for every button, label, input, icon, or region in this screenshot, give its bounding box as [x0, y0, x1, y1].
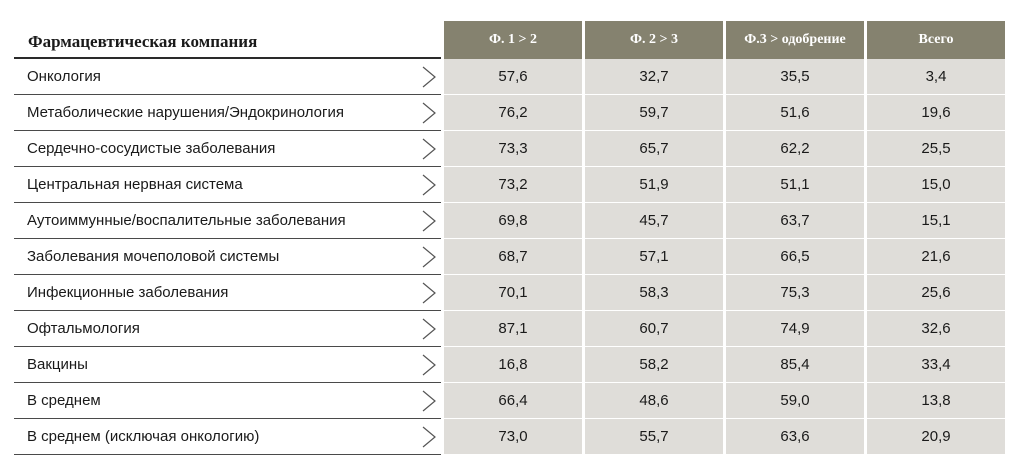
cell-total: 25,6 — [867, 275, 1005, 311]
row-label: В среднем (исключая онкологию) — [27, 428, 260, 445]
chevron-right-icon[interactable] — [421, 282, 437, 304]
cell-phase-3-approval: 66,5 — [726, 239, 864, 275]
row-label-cell: Онкология — [14, 59, 441, 95]
cell-phase-1-2: 87,1 — [444, 311, 582, 347]
cell-phase-1-2: 57,6 — [444, 59, 582, 95]
table-title: Фармацевтическая компания — [14, 21, 441, 59]
cell-phase-2-3: 58,3 — [585, 275, 723, 311]
row-label: Онкология — [27, 68, 101, 85]
cell-phase-1-2: 73,0 — [444, 419, 582, 455]
table-header-row: Фармацевтическая компания Ф. 1 > 2 Ф. 2 … — [14, 21, 1008, 59]
chevron-right-icon[interactable] — [421, 174, 437, 196]
row-label: Заболевания мочеполовой системы — [27, 248, 280, 265]
cell-phase-2-3: 60,7 — [585, 311, 723, 347]
row-label: Сердечно-сосудистые заболевания — [27, 140, 276, 157]
cell-phase-3-approval: 74,9 — [726, 311, 864, 347]
table-row[interactable]: Центральная нервная система 73,2 51,9 51,1 1… — [14, 167, 1008, 203]
row-label-cell: Центральная нервная система — [14, 167, 441, 203]
cell-phase-2-3: 32,7 — [585, 59, 723, 95]
cell-phase-3-approval: 51,1 — [726, 167, 864, 203]
cell-phase-2-3: 48,6 — [585, 383, 723, 419]
row-label: Офтальмология — [27, 320, 140, 337]
row-label: Инфекционные заболевания — [27, 284, 229, 301]
cell-phase-1-2: 69,8 — [444, 203, 582, 239]
cell-total: 33,4 — [867, 347, 1005, 383]
cell-phase-3-approval: 51,6 — [726, 95, 864, 131]
cell-total: 19,6 — [867, 95, 1005, 131]
row-label: В среднем — [27, 392, 101, 409]
column-header-phase-3-approval: Ф.3 > одобрение — [726, 21, 864, 59]
cell-total: 3,4 — [867, 59, 1005, 95]
chevron-right-icon[interactable] — [421, 354, 437, 376]
cell-phase-2-3: 51,9 — [585, 167, 723, 203]
row-label-cell: Офтальмология — [14, 311, 441, 347]
cell-phase-3-approval: 63,7 — [726, 203, 864, 239]
column-header-total: Всего — [867, 21, 1005, 59]
cell-phase-2-3: 58,2 — [585, 347, 723, 383]
row-label-cell: Метаболические нарушения/Эндокринология — [14, 95, 441, 131]
cell-total: 15,0 — [867, 167, 1005, 203]
table-row[interactable]: Вакцины 16,8 58,2 85,4 33,4 — [14, 347, 1008, 383]
chevron-right-icon[interactable] — [421, 102, 437, 124]
table-row[interactable]: Заболевания мочеполовой системы 68,7 57,1 6… — [14, 239, 1008, 275]
cell-phase-1-2: 73,3 — [444, 131, 582, 167]
table-row[interactable]: Инфекционные заболевания 70,1 58,3 75,3 25,6 — [14, 275, 1008, 311]
chevron-right-icon[interactable] — [421, 390, 437, 412]
cell-phase-2-3: 45,7 — [585, 203, 723, 239]
table-row[interactable]: Сердечно-сосудистые заболевания 73,3 65,7 6… — [14, 131, 1008, 167]
table-row[interactable]: Офтальмология 87,1 60,7 74,9 32,6 — [14, 311, 1008, 347]
table-row[interactable]: Метаболические нарушения/Эндокринология 7… — [14, 95, 1008, 131]
cell-phase-2-3: 55,7 — [585, 419, 723, 455]
row-label-cell: Аутоиммунные/воспалительные заболевания — [14, 203, 441, 239]
cell-phase-1-2: 68,7 — [444, 239, 582, 275]
row-label-cell: В среднем (исключая онкологию) — [14, 419, 441, 455]
cell-total: 20,9 — [867, 419, 1005, 455]
row-label-cell: Инфекционные заболевания — [14, 275, 441, 311]
data-table: Фармацевтическая компания Ф. 1 > 2 Ф. 2 … — [14, 21, 1008, 455]
cell-phase-1-2: 76,2 — [444, 95, 582, 131]
row-label: Метаболические нарушения/Эндокринология — [27, 104, 344, 121]
cell-phase-3-approval: 59,0 — [726, 383, 864, 419]
chevron-right-icon[interactable] — [421, 318, 437, 340]
cell-phase-3-approval: 85,4 — [726, 347, 864, 383]
chevron-right-icon[interactable] — [421, 426, 437, 448]
table-body: Онкология 57,6 32,7 35,5 3,4 Метаболические н… — [14, 59, 1008, 455]
column-header-phase-1-2: Ф. 1 > 2 — [444, 21, 582, 59]
table-row[interactable]: Онкология 57,6 32,7 35,5 3,4 — [14, 59, 1008, 95]
cell-total: 32,6 — [867, 311, 1005, 347]
cell-total: 21,6 — [867, 239, 1005, 275]
cell-phase-1-2: 66,4 — [444, 383, 582, 419]
chevron-right-icon[interactable] — [421, 138, 437, 160]
cell-total: 25,5 — [867, 131, 1005, 167]
chevron-right-icon[interactable] — [421, 66, 437, 88]
cell-phase-3-approval: 63,6 — [726, 419, 864, 455]
cell-phase-1-2: 16,8 — [444, 347, 582, 383]
cell-phase-3-approval: 75,3 — [726, 275, 864, 311]
chevron-right-icon[interactable] — [421, 210, 437, 232]
table-row[interactable]: В среднем 66,4 48,6 59,0 13,8 — [14, 383, 1008, 419]
cell-phase-3-approval: 62,2 — [726, 131, 864, 167]
row-label-cell: В среднем — [14, 383, 441, 419]
row-label: Аутоиммунные/воспалительные заболевания — [27, 212, 346, 229]
table-row[interactable]: Аутоиммунные/воспалительные заболевания 6… — [14, 203, 1008, 239]
cell-phase-1-2: 70,1 — [444, 275, 582, 311]
row-label-cell: Заболевания мочеполовой системы — [14, 239, 441, 275]
cell-phase-2-3: 65,7 — [585, 131, 723, 167]
table-row[interactable]: В среднем (исключая онкологию) 73,0 55,7 63… — [14, 419, 1008, 455]
row-label: Вакцины — [27, 356, 88, 373]
row-label-cell: Сердечно-сосудистые заболевания — [14, 131, 441, 167]
cell-total: 13,8 — [867, 383, 1005, 419]
row-label-cell: Вакцины — [14, 347, 441, 383]
cell-phase-2-3: 59,7 — [585, 95, 723, 131]
cell-total: 15,1 — [867, 203, 1005, 239]
chevron-right-icon[interactable] — [421, 246, 437, 268]
row-label: Центральная нервная система — [27, 176, 243, 193]
column-header-phase-2-3: Ф. 2 > 3 — [585, 21, 723, 59]
cell-phase-2-3: 57,1 — [585, 239, 723, 275]
cell-phase-1-2: 73,2 — [444, 167, 582, 203]
cell-phase-3-approval: 35,5 — [726, 59, 864, 95]
